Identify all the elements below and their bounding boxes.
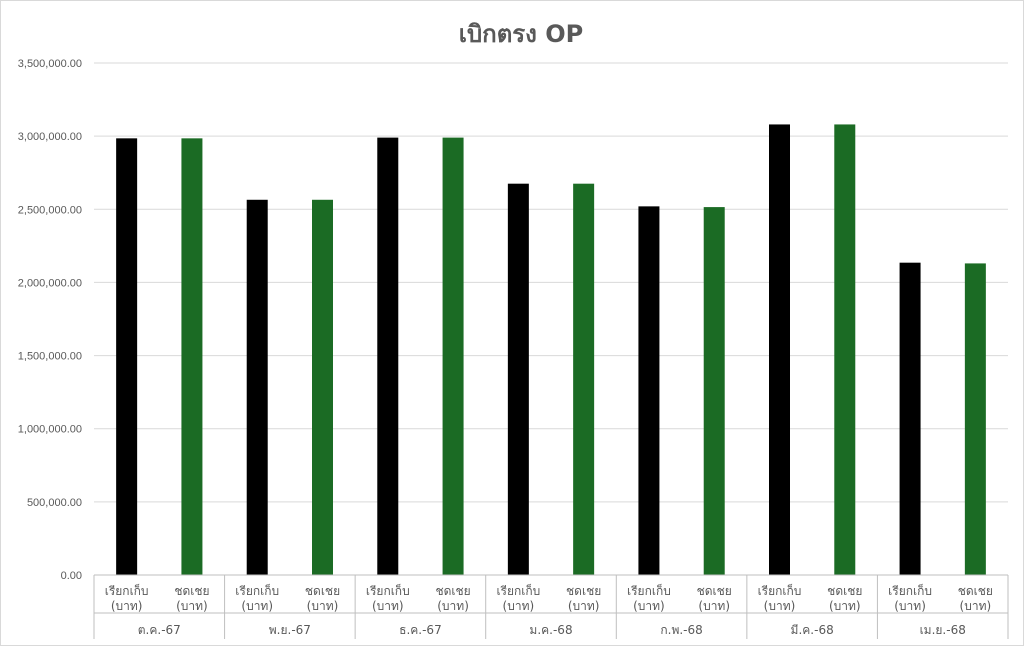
bar bbox=[116, 138, 138, 575]
month-group-label: มี.ค.-68 bbox=[791, 623, 834, 637]
bar-category-unit-label: (บาท) bbox=[894, 599, 926, 613]
bar bbox=[312, 199, 333, 575]
month-group-label: พ.ย.-67 bbox=[269, 623, 311, 637]
bar-category-unit-label: (บาท) bbox=[698, 599, 730, 613]
bar-category-label: เรียกเก็บ bbox=[235, 583, 279, 598]
bar-category-label: ชดเชย bbox=[827, 584, 862, 598]
bar-category-unit-label: (บาท) bbox=[568, 599, 600, 613]
bar bbox=[638, 206, 660, 576]
bar bbox=[181, 138, 203, 575]
bar bbox=[834, 124, 856, 575]
month-group-label: ก.พ.-68 bbox=[660, 623, 702, 637]
bar-category-unit-label: (บาท) bbox=[111, 599, 143, 613]
bar bbox=[703, 207, 725, 575]
bar bbox=[442, 137, 464, 575]
y-tick-label: 3,500,000.00 bbox=[18, 58, 82, 70]
y-tick-label: 2,000,000.00 bbox=[18, 277, 82, 289]
x-axis: เรียกเก็บ(บาท)ชดเชย(บาท)ต.ค.-67เรียกเก็บ… bbox=[93, 574, 1009, 639]
y-tick-label: 0.00 bbox=[61, 570, 82, 582]
bar bbox=[573, 183, 595, 575]
month-group-label: ต.ค.-67 bbox=[138, 623, 181, 637]
y-tick-label: 2,500,000.00 bbox=[18, 204, 82, 216]
bar bbox=[899, 262, 921, 575]
bar-category-unit-label: (บาท) bbox=[829, 599, 861, 613]
bar-category-unit-label: (บาท) bbox=[307, 599, 339, 613]
bar-category-label: เรียกเก็บ bbox=[888, 583, 932, 598]
month-group-label: ม.ค.-68 bbox=[529, 623, 572, 637]
bar bbox=[507, 183, 529, 575]
bar-category-label: ชดเชย bbox=[174, 584, 209, 598]
y-tick-label: 3,000,000.00 bbox=[18, 131, 82, 143]
bar bbox=[377, 137, 399, 575]
bar-category-unit-label: (บาท) bbox=[437, 599, 469, 613]
bar-category-label: เรียกเก็บ bbox=[758, 583, 802, 598]
bar bbox=[246, 199, 268, 575]
month-group-label: ธ.ค.-67 bbox=[399, 623, 442, 637]
bar-category-label: ชดเชย bbox=[305, 584, 340, 598]
bar-category-unit-label: (บาท) bbox=[633, 599, 665, 613]
bar-category-label: ชดเชย bbox=[435, 584, 470, 598]
month-group-label: เม.ย.-68 bbox=[920, 623, 966, 637]
bar-category-unit-label: (บาท) bbox=[176, 599, 208, 613]
bar-category-label: ชดเชย bbox=[697, 584, 732, 598]
bar-category-unit-label: (บาท) bbox=[764, 599, 796, 613]
y-tick-label: 1,000,000.00 bbox=[18, 424, 82, 436]
bars bbox=[116, 124, 986, 576]
y-tick-label: 500,000.00 bbox=[27, 497, 82, 509]
bar-category-unit-label: (บาท) bbox=[960, 599, 992, 613]
bar-category-label: เรียกเก็บ bbox=[627, 583, 671, 598]
bar-category-label: ชดเชย bbox=[566, 584, 601, 598]
bar-category-label: เรียกเก็บ bbox=[496, 583, 540, 598]
bar-category-unit-label: (บาท) bbox=[241, 599, 273, 613]
bar-category-label: ชดเชย bbox=[958, 584, 993, 598]
chart-title: เบิกตรง OP bbox=[459, 20, 584, 48]
bar-category-unit-label: (บาท) bbox=[503, 599, 535, 613]
bar bbox=[769, 124, 790, 575]
bar bbox=[964, 263, 986, 575]
y-axis-tick-labels: 0.00 500,000.00 1,000,000.00 1,500,000.00 2,… bbox=[18, 58, 82, 582]
bar-category-label: เรียกเก็บ bbox=[105, 583, 149, 598]
bar-category-label: เรียกเก็บ bbox=[366, 583, 410, 598]
gridlines bbox=[94, 62, 1008, 503]
y-tick-label: 1,500,000.00 bbox=[18, 351, 82, 363]
bar-category-unit-label: (บาท) bbox=[372, 599, 404, 613]
